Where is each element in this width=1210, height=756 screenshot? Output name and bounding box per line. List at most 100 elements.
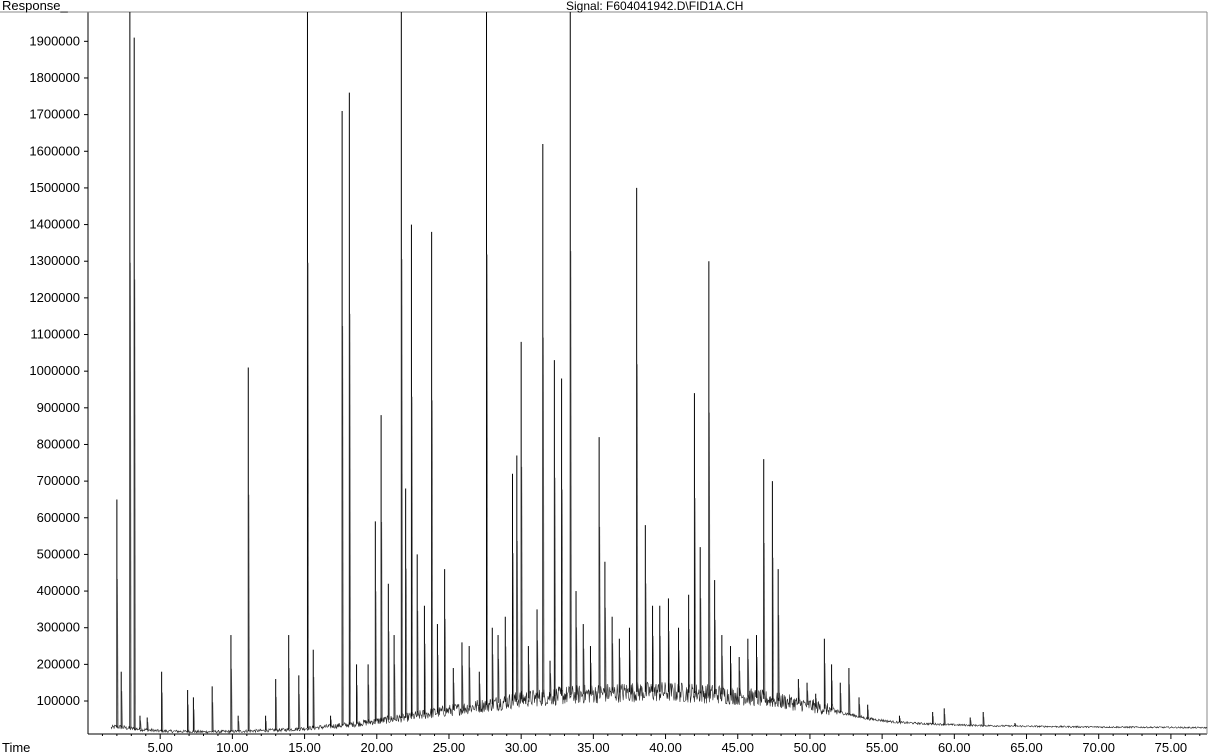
peak-shoulder-line xyxy=(583,648,585,695)
peak-shoulder-line xyxy=(815,698,818,707)
peak-shoulder-line xyxy=(612,643,614,693)
peak-shoulder-line xyxy=(521,466,523,700)
x-tick-labels: 5.00 10.00 15.00 20.00 25.00 30.00 35.00 40.00 4… xyxy=(148,740,1188,755)
x-tick-label: 20.00 xyxy=(361,740,394,755)
peak-shoulder-line xyxy=(668,631,670,692)
peak-shoulder-line xyxy=(660,635,662,692)
y-tick-label: 1900000 xyxy=(29,33,80,48)
peak-shoulder-line xyxy=(694,498,696,693)
peak-shoulder-line xyxy=(599,526,601,694)
peak-shoulder-line xyxy=(134,279,136,729)
y-tick-label: 1500000 xyxy=(29,180,80,195)
peak-shoulder-line xyxy=(605,607,607,694)
peak-shoulder-line xyxy=(576,627,578,695)
peak-shoulder-line xyxy=(453,682,455,710)
peak-shoulder-line xyxy=(831,680,834,711)
peak-shoulder-line xyxy=(405,568,408,718)
peak-shoulder-line xyxy=(807,690,809,705)
peak-shoulder-line xyxy=(117,578,119,727)
peak-shoulder-line xyxy=(944,713,946,725)
peak-shoulder-line xyxy=(313,677,315,728)
x-tick-label: 40.00 xyxy=(649,740,682,755)
peak-shoulder-line xyxy=(231,668,233,732)
x-tick-label: 35.00 xyxy=(577,740,610,755)
x-tick-label: 55.00 xyxy=(866,740,899,755)
x-axis-title: Time xyxy=(2,740,30,755)
peak-shoulder-line xyxy=(636,364,639,692)
x-tick-label: 5.00 xyxy=(148,740,173,755)
y-tick-label: 1300000 xyxy=(29,253,80,268)
peak-shoulder-line xyxy=(238,721,240,732)
peak-shoulder-line xyxy=(469,667,471,708)
x-tick-label: 70.00 xyxy=(1082,740,1115,755)
peak-shoulder-line xyxy=(688,629,691,693)
peak-shoulder-line xyxy=(492,654,494,704)
y-tick-label: 900000 xyxy=(37,400,80,415)
peak-shoulder-line xyxy=(401,259,403,719)
peak-shoulder-line xyxy=(147,721,149,730)
peak-shoulder-line xyxy=(645,583,647,692)
y-tick-label: 800000 xyxy=(37,436,80,451)
y-tick-label: 500000 xyxy=(37,546,80,561)
chart-title: Signal: F604041942.D\FID1A.CH xyxy=(566,0,743,13)
peak-shoulder-line xyxy=(840,693,842,713)
y-tick-label: 700000 xyxy=(37,473,80,488)
peak-shoulder-line xyxy=(824,663,826,709)
peak-shoulder-line xyxy=(537,640,539,698)
peak-shoulder-line xyxy=(375,591,377,722)
peak-shoulder-line xyxy=(517,541,519,700)
peak-shoulder-line xyxy=(700,598,702,694)
peak-shoulder-line xyxy=(330,719,333,727)
peak-shoulder-line xyxy=(739,670,741,697)
axis-ticks xyxy=(84,40,1201,739)
peak-shoulder-line xyxy=(140,720,142,730)
y-tick-label: 1200000 xyxy=(29,290,80,305)
y-tick-label: 300000 xyxy=(37,620,80,635)
peak-shoulder-line xyxy=(709,412,711,694)
peak-shoulder-line xyxy=(121,691,123,728)
peak-shoulder-line xyxy=(590,662,593,694)
y-tick-label: 400000 xyxy=(37,583,80,598)
peak-shoulder-line xyxy=(388,631,390,720)
peak-shoulder-line xyxy=(394,664,396,719)
peak-shoulder-line xyxy=(748,659,750,697)
peak-shoulder-line xyxy=(265,720,268,731)
peaks-layer xyxy=(116,12,1017,732)
peak-shoulder-line xyxy=(381,522,383,721)
peak-shoulder-line xyxy=(570,251,572,696)
y-tick-label: 1100000 xyxy=(30,327,80,342)
peak-shoulder-line xyxy=(299,694,301,729)
y-tick-label: 1800000 xyxy=(29,70,80,85)
peak-shoulder-line xyxy=(756,657,759,698)
peak-shoulder-line xyxy=(417,610,419,716)
baseline-trace xyxy=(110,681,1208,734)
peak-shoulder-line xyxy=(619,657,621,693)
x-tick-label: 50.00 xyxy=(794,740,827,755)
x-tick-label: 65.00 xyxy=(1010,740,1043,755)
peak-shoulder-line xyxy=(550,673,552,697)
peak-shoulder-line xyxy=(859,704,861,717)
peak-shoulder-line xyxy=(486,254,489,705)
peak-shoulder-line xyxy=(867,709,870,719)
y-tick-label: 1600000 xyxy=(29,143,80,158)
peak-shoulder-line xyxy=(505,646,507,702)
peak-shoulder-line xyxy=(983,716,985,726)
x-tick-label: 15.00 xyxy=(288,740,321,755)
peak-shoulder-line xyxy=(130,262,132,729)
peak-shoulder-line xyxy=(528,664,530,699)
peak-shoulder-line xyxy=(307,262,310,729)
peak-shoulder-line xyxy=(772,557,774,700)
peak-shoulder-line xyxy=(561,489,564,696)
peak-shoulder-line xyxy=(411,396,413,717)
peak-shoulder-line xyxy=(356,685,359,724)
peak-shoulder-line xyxy=(437,654,439,713)
x-tick-label: 60.00 xyxy=(938,740,971,755)
peak-shoulder-line xyxy=(714,619,717,694)
peak-shoulder-line xyxy=(187,704,190,732)
peak-shoulder-line xyxy=(678,650,681,693)
peak-shoulder-line xyxy=(629,650,631,693)
peak-shoulder-line xyxy=(932,716,935,725)
peak-shoulder-line xyxy=(193,709,195,732)
y-tick-label: 200000 xyxy=(37,656,80,671)
